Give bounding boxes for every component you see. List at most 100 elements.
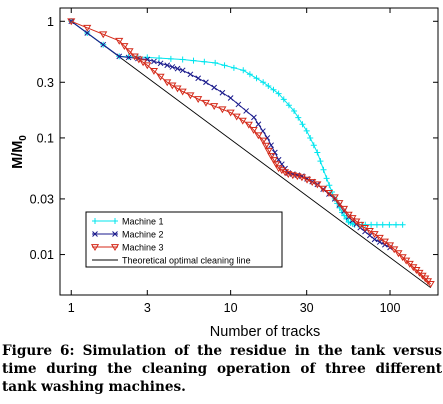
series-machine-3-point xyxy=(267,153,276,160)
x-axis: 1 3 10 30 100 xyxy=(68,8,401,315)
series-machine-2-point xyxy=(151,58,157,65)
series-machine-3-point xyxy=(339,205,349,213)
legend-item-machine-3-marker xyxy=(90,244,100,251)
theoretical-line-layer xyxy=(70,20,431,289)
series-machine-1-point xyxy=(265,83,272,90)
series-machine-3-point xyxy=(115,37,124,45)
legend-item-machine-1-label: Machine 1 xyxy=(122,217,164,227)
series-machine-2-point xyxy=(272,149,278,156)
series-machine-1-point xyxy=(253,75,260,82)
series-machine-1-point xyxy=(230,64,237,71)
series-machine-1-point xyxy=(362,221,369,228)
series-machine-3-point xyxy=(284,171,293,179)
series-machine-1-point xyxy=(156,55,163,62)
series-machine-1-point xyxy=(320,166,327,173)
series-machine-3-point xyxy=(186,92,195,100)
x-tick-label: 10 xyxy=(224,301,238,315)
series-machine-1-point xyxy=(240,67,247,74)
legend: Machine 1 Machine 2 Machine 3 Theoretical o… xyxy=(85,211,283,268)
series-machine-3-point xyxy=(288,172,297,180)
series-machine-1-point xyxy=(295,114,302,121)
series-machine-3-point xyxy=(264,147,273,155)
series-machine-2 xyxy=(68,18,393,251)
series-machine-1-point xyxy=(167,55,174,62)
series-machine-3-point xyxy=(319,185,328,193)
figure-caption: Figure 6: Simulation of the residue in t… xyxy=(2,343,442,395)
series-machine-3-point xyxy=(120,43,129,50)
series-machine-1-point xyxy=(291,108,298,115)
legend-item-machine-1: Machine 1 xyxy=(92,217,164,227)
series-machine-3-point xyxy=(324,190,334,197)
series-machine-3-point xyxy=(352,218,361,226)
series-machine-1-point xyxy=(270,86,277,93)
legend-item-machine-2-marker xyxy=(92,231,98,237)
series-machine-3-point xyxy=(385,242,395,250)
series-machine-1-point xyxy=(341,212,348,219)
series-machine-3-point xyxy=(210,103,219,111)
series-machine-2-point xyxy=(251,114,257,121)
series-machine-1-point xyxy=(285,102,292,109)
series-machine-1-point xyxy=(399,221,406,228)
legend-box xyxy=(85,211,283,268)
y-axis-label-sub: 0 xyxy=(18,135,29,141)
series-machine-2-point xyxy=(219,89,226,96)
series-machine-3-point xyxy=(254,132,263,140)
series-machine-3-point xyxy=(272,161,281,169)
series-machine-3-point xyxy=(201,99,211,107)
series-machine-2-point xyxy=(100,41,107,48)
series-machine-2-point xyxy=(371,236,378,243)
x-tick-label: 30 xyxy=(300,301,314,315)
series-machine-3-point xyxy=(125,48,134,56)
series-machine-3-point xyxy=(226,109,235,117)
series-machine-1-point xyxy=(275,90,282,97)
series-machine-1-point xyxy=(373,221,380,228)
series-machine-3-point xyxy=(394,250,403,258)
series-machine-3-point xyxy=(83,24,92,32)
series-machine-3-point xyxy=(67,18,76,26)
x-tick-label: 100 xyxy=(380,301,401,315)
series-layer xyxy=(67,18,435,288)
plot-frame xyxy=(59,7,439,296)
series-machine-2-point xyxy=(227,95,234,101)
series-machine-3-point xyxy=(293,173,302,181)
series-machine-3-point xyxy=(232,113,241,121)
series-machine-2-point xyxy=(116,53,123,60)
series-machine-3-point xyxy=(398,254,407,262)
series-machine-3-point xyxy=(274,165,283,173)
legend-item-machine-3-label: Machine 3 xyxy=(122,243,164,253)
series-machine-3-point xyxy=(259,137,268,145)
series-machine-3-point xyxy=(261,142,270,150)
legend-item-theoretical-optimal-cleaning-line-label: Theoretical optimal cleaning line xyxy=(122,256,251,266)
series-machine-3-point xyxy=(348,215,357,222)
series-machine-3-point xyxy=(218,106,227,114)
series-machine-3-point xyxy=(405,260,414,268)
series-machine-3-point xyxy=(194,96,203,104)
series-machine-2-point xyxy=(157,60,164,67)
series-machine-2-point xyxy=(376,239,383,245)
series-machine-2-point xyxy=(366,232,373,239)
legend-item-machine-3: Machine 3 xyxy=(90,243,164,253)
series-machine-3-point xyxy=(280,169,290,177)
series-machine-1-point xyxy=(379,221,386,228)
legend-item-machine-1-marker xyxy=(112,218,118,224)
series-machine-3-point xyxy=(244,121,253,129)
series-machine-2-point xyxy=(243,108,250,114)
y-tick-label: 0.01 xyxy=(30,248,54,262)
y-tick-label: 1 xyxy=(47,15,54,29)
series-machine-1-point xyxy=(260,79,267,86)
x-tick-label: 1 xyxy=(68,301,75,315)
series-machine-1-point xyxy=(307,135,314,142)
series-machine-3-point xyxy=(344,211,353,219)
series-theoretical-optimal-cleaning-line-line xyxy=(70,20,431,289)
series-machine-1-point xyxy=(326,182,333,189)
series-machine-1-point xyxy=(190,57,197,64)
series-machine-2-point xyxy=(84,30,91,36)
series-machine-3-point xyxy=(370,231,379,238)
series-machine-1-point xyxy=(201,58,208,65)
series-theoretical-optimal-cleaning-line xyxy=(70,20,431,289)
series-machine-3-point xyxy=(156,73,165,81)
series-machine-2-point xyxy=(255,121,262,128)
series-machine-1-point xyxy=(368,221,375,228)
series-machine-3 xyxy=(67,18,435,288)
y-tick-label: 0.1 xyxy=(37,131,54,145)
